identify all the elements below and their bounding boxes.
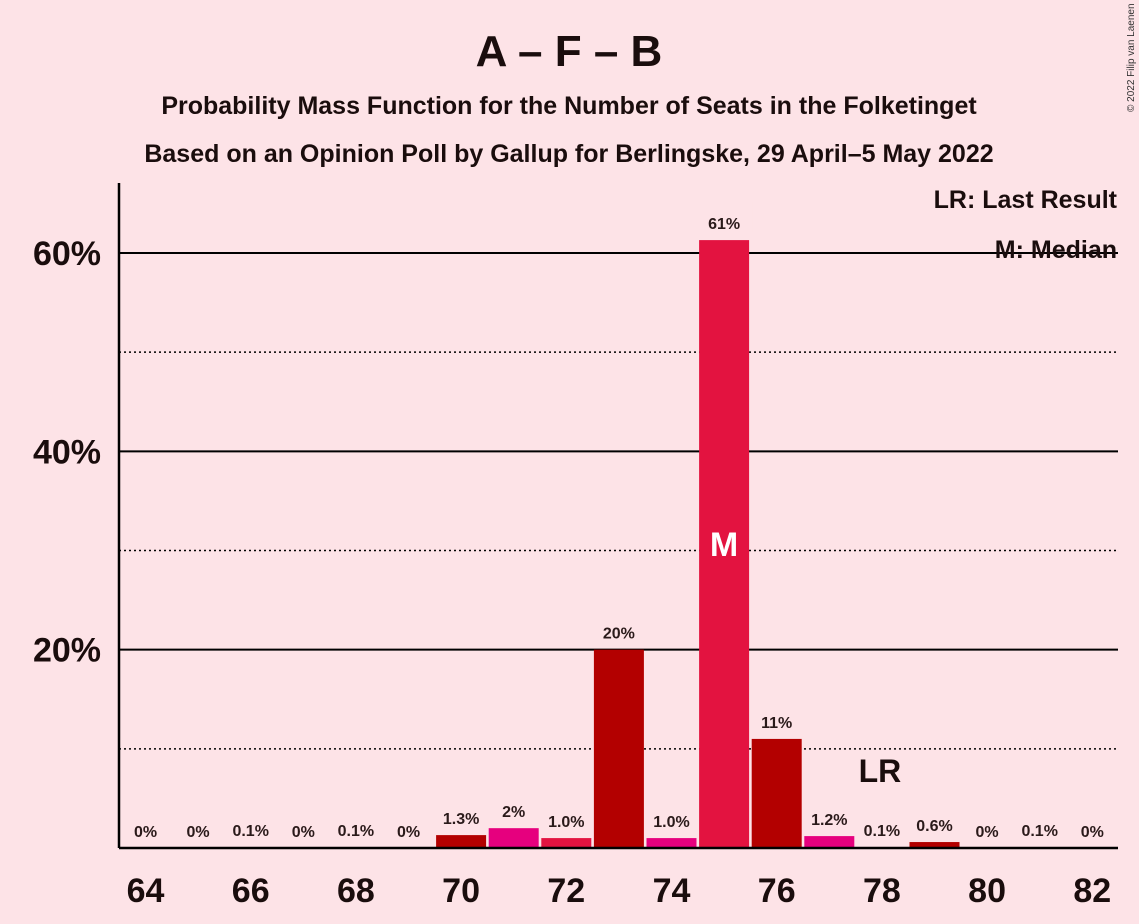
bar-label-seat-69: 0% (397, 824, 420, 841)
x-tick-label: 76 (758, 872, 796, 910)
bar-label-seat-75: 61% (708, 216, 740, 233)
y-tick-label: 60% (33, 235, 101, 273)
bar-label-background (696, 202, 753, 233)
y-tick-label: 20% (33, 632, 101, 670)
bar-label-seat-70: 1.3% (443, 811, 479, 828)
bar-label-seat-77: 1.2% (811, 812, 847, 829)
bar-seat-72 (541, 838, 592, 848)
bar-seat-79 (909, 842, 960, 848)
grid-lines (119, 252, 1118, 750)
bar-label-seat-64: 0% (134, 824, 157, 841)
bar-label-seat-79: 0.6% (916, 818, 952, 835)
bar-seat-76 (751, 738, 802, 848)
bar-seat-75 (699, 240, 750, 848)
x-tick-label: 66 (232, 872, 270, 910)
bar-label-seat-74: 1.0% (653, 814, 689, 831)
chart-title: A – F – B (476, 27, 663, 76)
bars (225, 240, 1065, 848)
bar-seat-77 (804, 836, 855, 848)
x-tick-label: 70 (442, 872, 480, 910)
bar-label-seat-66: 0.1% (232, 823, 268, 840)
legend-last-result: LR: Last Result (934, 186, 1118, 214)
x-tick-label: 68 (337, 872, 375, 910)
x-tick-label: 72 (547, 872, 585, 910)
bar-seat-71 (488, 828, 539, 848)
markers: M LR (710, 526, 901, 789)
bar-label-seat-76: 11% (761, 715, 792, 732)
x-tick-label: 78 (863, 872, 901, 910)
bar-label-seat-80: 0% (976, 824, 999, 841)
y-tick-label: 40% (33, 433, 101, 471)
bar-labels: 0% 0% 0.1% 0% 0.1% 0% 1.3% 2% 1.0% 20% 1.0% 61% 11% 1… (134, 202, 1104, 841)
bar-seat-73 (593, 649, 644, 848)
chart-subtitle-1: Probability Mass Function for the Number… (161, 92, 977, 120)
bar-label-seat-82: 0% (1081, 824, 1104, 841)
axes: 20% 40% 60% 64 66 68 70 72 74 76 78 80 82 (33, 183, 1118, 910)
bar-label-seat-67: 0% (292, 824, 315, 841)
legend-median: M: Median (995, 236, 1117, 264)
x-tick-label: 64 (127, 872, 165, 910)
chart-subtitle-2: Based on an Opinion Poll by Gallup for B… (144, 140, 993, 168)
last-result-marker: LR (859, 753, 902, 789)
x-tick-label: 80 (968, 872, 1006, 910)
bar-seat-70 (436, 835, 487, 848)
bar-label-seat-71: 2% (502, 804, 525, 821)
bar-label-seat-73: 20% (603, 626, 635, 643)
bar-label-seat-65: 0% (187, 824, 210, 841)
x-tick-label: 74 (653, 872, 691, 910)
bar-label-seat-68: 0.1% (338, 823, 374, 840)
copyright: © 2022 Filip van Laenen (1126, 3, 1137, 112)
bar-label-seat-78: 0.1% (864, 823, 900, 840)
bar-seat-74 (646, 838, 697, 848)
median-marker: M (710, 526, 738, 564)
x-tick-label: 82 (1073, 872, 1111, 910)
bar-label-seat-72: 1.0% (548, 814, 584, 831)
bar-label-seat-81: 0.1% (1021, 823, 1057, 840)
